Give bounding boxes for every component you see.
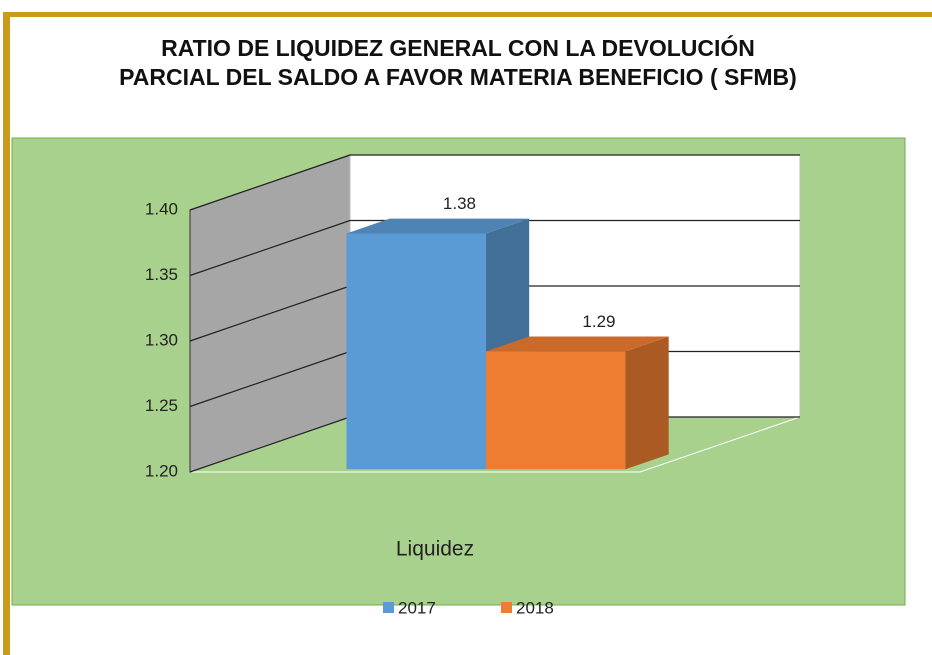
y-tick-label: 1.35 xyxy=(145,265,178,284)
bar xyxy=(486,336,669,470)
legend-swatch xyxy=(501,602,512,613)
grid-line xyxy=(189,219,800,277)
frame-top xyxy=(3,12,932,17)
bar-side xyxy=(625,336,669,470)
bar-front xyxy=(486,351,626,470)
y-tick-label: 1.25 xyxy=(145,396,178,415)
data-label: 1.38 xyxy=(443,194,476,213)
data-label: 1.29 xyxy=(582,312,615,331)
bar-top xyxy=(346,218,530,234)
x-tick-label: Liquidez xyxy=(396,538,474,561)
frame-left xyxy=(3,12,10,655)
y-tick-label: 1.20 xyxy=(145,461,178,480)
y-tick-label: 1.30 xyxy=(145,330,178,349)
bar-top xyxy=(486,336,669,352)
legend-swatch xyxy=(383,602,394,613)
legend-label: 2018 xyxy=(516,598,554,617)
grid-line xyxy=(189,154,800,211)
legend-label: 2017 xyxy=(398,598,436,617)
bar xyxy=(346,218,530,470)
y-tick-label: 1.40 xyxy=(145,199,178,218)
bar-front xyxy=(346,233,486,470)
chart-title: RATIO DE LIQUIDEZ GENERAL CON LA DEVOLUC… xyxy=(119,35,797,90)
